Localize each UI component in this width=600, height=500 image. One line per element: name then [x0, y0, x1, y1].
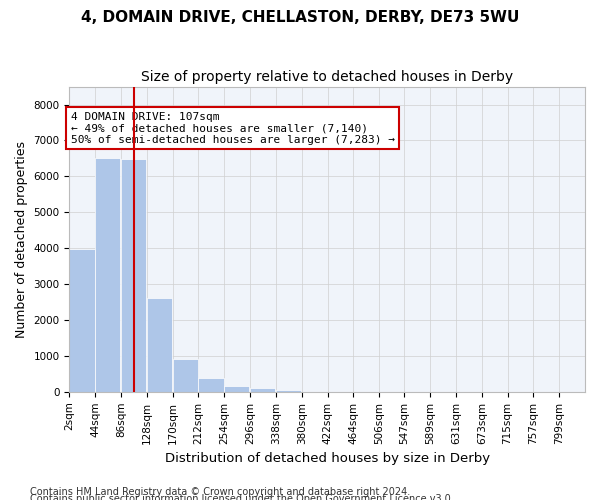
Text: 4 DOMAIN DRIVE: 107sqm
← 49% of detached houses are smaller (7,140)
50% of semi-: 4 DOMAIN DRIVE: 107sqm ← 49% of detached…	[71, 112, 395, 145]
Bar	[173, 360, 198, 392]
X-axis label: Distribution of detached houses by size in Derby: Distribution of detached houses by size …	[164, 452, 490, 465]
Title: Size of property relative to detached houses in Derby: Size of property relative to detached ho…	[141, 70, 513, 84]
Bar	[95, 158, 121, 392]
Bar	[199, 378, 224, 392]
Bar	[147, 298, 172, 392]
Text: Contains HM Land Registry data © Crown copyright and database right 2024.: Contains HM Land Registry data © Crown c…	[30, 487, 410, 497]
Text: 4, DOMAIN DRIVE, CHELLASTON, DERBY, DE73 5WU: 4, DOMAIN DRIVE, CHELLASTON, DERBY, DE73…	[81, 10, 519, 25]
Bar	[121, 159, 146, 392]
Y-axis label: Number of detached properties: Number of detached properties	[15, 140, 28, 338]
Bar	[276, 390, 301, 392]
Bar	[70, 249, 95, 392]
Bar	[250, 388, 275, 392]
Text: Contains public sector information licensed under the Open Government Licence v3: Contains public sector information licen…	[30, 494, 454, 500]
Bar	[224, 386, 250, 392]
